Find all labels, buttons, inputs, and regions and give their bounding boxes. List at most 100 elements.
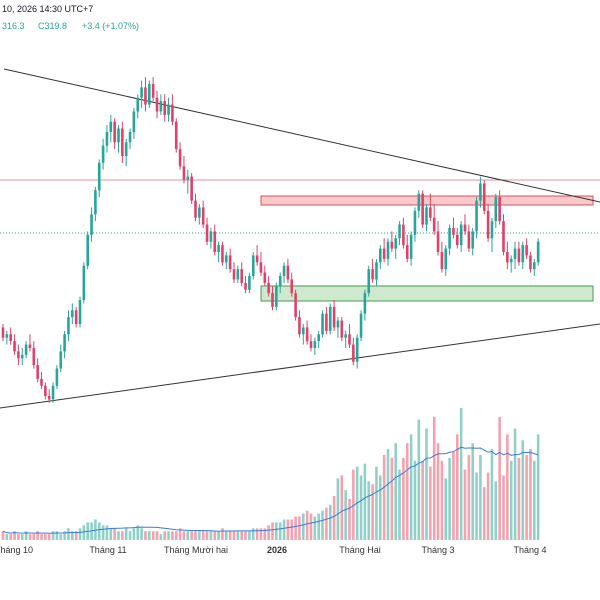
- candle-body: [44, 385, 47, 396]
- candle: [209, 228, 213, 249]
- candle-body: [305, 327, 309, 342]
- candle-body: [456, 234, 459, 246]
- candle: [332, 300, 336, 331]
- candle: [486, 204, 490, 242]
- candle-body: [382, 248, 386, 259]
- volume-bar: [17, 534, 20, 540]
- candle: [159, 94, 163, 115]
- candle-body: [36, 365, 39, 379]
- x-tick-label: Tháng Hai: [339, 545, 381, 555]
- x-tick-label: Tháng 11: [89, 545, 126, 555]
- candle-body: [490, 221, 494, 239]
- candle: [232, 262, 236, 283]
- candle: [467, 224, 471, 252]
- candle-body: [97, 162, 101, 191]
- volume-bar: [490, 449, 494, 540]
- volume-bar: [163, 531, 166, 540]
- candle-body: [432, 217, 436, 232]
- x-tick-label: Tháng 4: [513, 545, 546, 555]
- lower-trendline[interactable]: [0, 323, 600, 409]
- candle-body: [513, 248, 517, 259]
- support-zone[interactable]: [260, 285, 594, 302]
- candle: [367, 265, 371, 297]
- volume-bar: [117, 531, 120, 540]
- volume-bar: [109, 528, 113, 540]
- candle-body: [213, 231, 217, 252]
- upper-trendline[interactable]: [3, 68, 600, 203]
- candle-body: [348, 334, 351, 345]
- volume-bar: [255, 528, 259, 540]
- volume-bar: [113, 528, 116, 540]
- candle-body: [236, 269, 240, 280]
- candle-body: [340, 320, 344, 338]
- time-axis[interactable]: Tháng 10 Tháng 11 Tháng Mười hai 2026 Th…: [0, 545, 547, 555]
- candle: [313, 337, 317, 355]
- candle: [186, 169, 190, 194]
- drawings-layer[interactable]: [0, 68, 600, 409]
- candle-body: [55, 368, 59, 386]
- volume-bar: [236, 531, 240, 540]
- candle-body: [398, 224, 401, 239]
- volume-bar: [486, 472, 490, 540]
- candle-body: [113, 121, 116, 143]
- candle: [405, 234, 409, 263]
- candle: [198, 204, 201, 225]
- candle-body: [59, 351, 63, 369]
- candle: [228, 248, 232, 273]
- volume-bar: [294, 516, 297, 540]
- volume-bar: [82, 525, 86, 540]
- candle-body: [509, 258, 513, 263]
- candle: [409, 231, 413, 266]
- volume-bar: [63, 531, 66, 540]
- candle-body: [148, 84, 151, 105]
- candle: [97, 159, 101, 198]
- candle: [190, 173, 193, 204]
- candle-body: [263, 272, 267, 283]
- candle-body: [151, 84, 155, 98]
- candle: [94, 186, 97, 222]
- volume-bar: [198, 531, 201, 540]
- candle-body: [47, 396, 51, 400]
- candle: [5, 330, 9, 345]
- candle: [506, 241, 509, 270]
- candle: [178, 142, 182, 170]
- candle-body: [9, 334, 12, 342]
- candle-body: [294, 293, 297, 318]
- candle: [452, 217, 455, 239]
- candle-body: [267, 282, 270, 294]
- volume-bar: [174, 531, 178, 540]
- candle-body: [517, 248, 521, 263]
- volume-bar: [417, 419, 421, 540]
- volume-bar: [328, 504, 332, 540]
- volume-bar: [186, 531, 190, 540]
- candle-body: [475, 200, 478, 232]
- candle: [82, 262, 86, 304]
- candle-body: [452, 228, 455, 235]
- candle: [121, 121, 124, 163]
- candle-body: [482, 183, 486, 211]
- candle-body: [355, 337, 359, 362]
- volume-bar: [290, 519, 294, 540]
- candle: [456, 228, 459, 249]
- volume-bar: [456, 434, 459, 540]
- volume-ma-line: [2, 446, 539, 534]
- volume-bar: [1, 531, 5, 540]
- candle-body: [24, 344, 28, 355]
- candle: [309, 334, 313, 352]
- candle-body: [536, 241, 540, 263]
- candle-body: [78, 300, 82, 324]
- volume-bar: [244, 531, 247, 540]
- volume-bar: [159, 534, 163, 540]
- volume-bar: [444, 478, 448, 540]
- volume-bar: [44, 534, 47, 540]
- volume-bar: [67, 528, 70, 540]
- candle: [155, 90, 159, 119]
- volume-bar: [132, 528, 136, 540]
- volume-bar: [20, 534, 24, 540]
- candle-body: [328, 306, 332, 331]
- volume-bar: [525, 454, 528, 540]
- candle-body: [533, 262, 536, 270]
- candle-body: [121, 128, 124, 156]
- resistance-zone[interactable]: [260, 195, 594, 206]
